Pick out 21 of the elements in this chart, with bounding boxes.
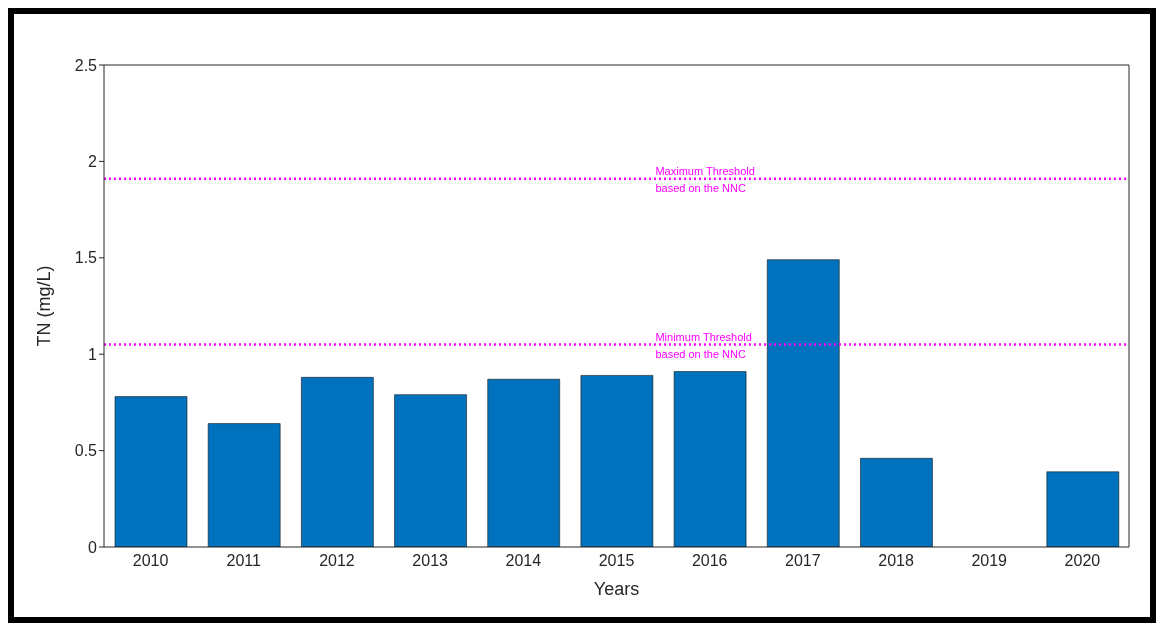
- x-tick-label: 2013: [412, 552, 449, 570]
- x-tick-label: 2017: [785, 552, 821, 570]
- x-tick-label: 2018: [878, 552, 914, 570]
- x-tick-label: 2010: [132, 552, 169, 570]
- x-tick-label: 2014: [505, 552, 542, 570]
- y-tick-label: 0.5: [74, 442, 98, 460]
- x-tick-label: 2019: [971, 552, 1008, 570]
- y-tick-label: 2.5: [74, 56, 98, 74]
- y-tick-label: 1: [88, 345, 98, 363]
- x-tick-label: 2015: [598, 552, 635, 570]
- x-tick-label: 2020: [1064, 552, 1101, 570]
- x-axis-title: Years: [593, 579, 640, 599]
- x-tick-label: 2016: [691, 552, 728, 570]
- ref-line-label: Minimum Threshold based on the NNC: [655, 330, 752, 360]
- y-axis-title: TN (mg/L): [34, 265, 55, 347]
- x-tick-label: 2011: [226, 552, 262, 570]
- x-tick-label: 2012: [319, 552, 355, 570]
- y-tick-label: 1.5: [74, 249, 98, 267]
- y-tick-label: 0: [88, 538, 98, 556]
- y-tick-label: 2: [88, 153, 98, 171]
- ref-line-label: Maximum Threshold based on the NNC: [655, 164, 755, 194]
